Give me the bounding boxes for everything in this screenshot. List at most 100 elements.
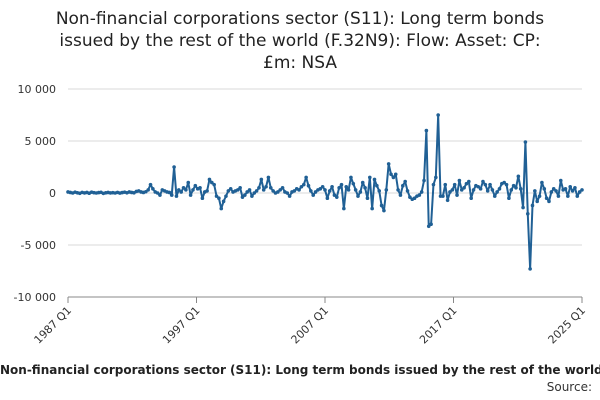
data-point	[408, 195, 412, 199]
data-point	[313, 190, 318, 194]
data-point	[228, 187, 233, 191]
data-point	[375, 183, 379, 188]
data-point	[285, 191, 290, 195]
data-point	[464, 181, 469, 186]
data-point	[434, 175, 438, 180]
data-point	[504, 182, 509, 187]
data-point	[518, 187, 523, 191]
data-point	[181, 186, 186, 190]
y-axis: 10 000 5 000 0 -5 000 -10 000	[14, 83, 56, 304]
data-point	[179, 190, 183, 194]
chart-footer-title: Non-financial corporations sector (S11):…	[0, 363, 600, 377]
data-point	[492, 194, 497, 198]
data-point	[309, 189, 313, 193]
data-point	[226, 189, 231, 193]
data-point	[540, 180, 544, 185]
data-point	[332, 193, 337, 197]
data-point	[334, 195, 339, 199]
chart-title: Non-financial corporations sector (S11):…	[0, 8, 600, 74]
data-point	[207, 177, 212, 182]
data-point	[393, 172, 398, 177]
data-point	[528, 267, 532, 271]
data-point	[478, 187, 483, 191]
chart-title-line-3: £m: NSA	[263, 53, 337, 73]
data-point	[318, 187, 323, 191]
data-point	[386, 162, 391, 166]
data-point	[382, 208, 386, 213]
data-point	[280, 186, 285, 190]
x-tick-label: 1997 Q1	[160, 304, 203, 347]
data-point	[261, 188, 266, 192]
x-tick-label: 2017 Q1	[417, 304, 460, 347]
data-point	[224, 194, 228, 198]
data-point	[401, 183, 405, 188]
data-point	[301, 182, 306, 187]
data-point	[344, 184, 349, 189]
source-label: Source:	[546, 380, 592, 394]
data-point	[549, 190, 554, 194]
data-point	[346, 188, 351, 192]
data-point	[488, 182, 492, 187]
data-point	[372, 177, 377, 182]
data-point	[419, 190, 424, 194]
data-point	[469, 196, 473, 200]
data-point	[188, 193, 193, 197]
data-point	[405, 189, 410, 193]
data-point	[471, 188, 476, 192]
data-point	[259, 177, 264, 182]
data-point	[304, 175, 308, 180]
chart-title-line-2: issued by the rest of the world (F.32N9)…	[59, 31, 541, 51]
data-point	[238, 186, 242, 190]
data-point	[243, 193, 247, 197]
data-point	[191, 188, 195, 192]
data-point	[217, 196, 221, 200]
data-point	[450, 188, 455, 192]
data-point	[172, 165, 176, 169]
data-point	[389, 172, 393, 177]
data-point	[554, 189, 558, 193]
data-point	[306, 183, 311, 188]
data-point	[558, 178, 563, 183]
data-point	[247, 188, 252, 192]
data-point	[358, 190, 363, 194]
data-point	[342, 206, 346, 211]
data-point	[365, 196, 370, 200]
data-point	[240, 195, 245, 199]
data-point	[452, 182, 457, 187]
data-point	[214, 194, 219, 198]
data-point	[502, 180, 506, 185]
data-point	[311, 193, 316, 197]
data-point	[495, 190, 499, 194]
data-point	[330, 184, 334, 189]
data-point	[485, 189, 490, 193]
data-point	[205, 189, 209, 193]
data-point	[327, 189, 332, 193]
data-point	[146, 188, 150, 192]
data-point	[507, 196, 511, 200]
data-point	[353, 188, 358, 192]
data-point	[271, 189, 275, 193]
data-point	[459, 188, 464, 192]
data-point	[443, 182, 448, 187]
data-point	[481, 179, 485, 184]
data-point	[542, 187, 547, 191]
data-point	[424, 128, 429, 133]
data-point	[155, 191, 160, 195]
data-point	[174, 194, 179, 198]
data-point	[521, 205, 525, 210]
data-point	[363, 186, 367, 190]
y-tick-label: 10 000	[18, 83, 57, 96]
data-point	[511, 183, 516, 188]
data-point	[151, 187, 155, 191]
data-point	[523, 140, 528, 144]
data-point	[193, 183, 198, 188]
data-point	[483, 182, 488, 187]
data-point	[198, 186, 202, 190]
data-point	[264, 184, 268, 189]
data-point	[219, 206, 224, 211]
data-point	[403, 179, 407, 184]
x-tick-label: 1987 Q1	[32, 304, 75, 347]
data-point	[391, 175, 396, 180]
data-point	[212, 182, 216, 187]
y-tick-label: -10 000	[14, 291, 56, 304]
